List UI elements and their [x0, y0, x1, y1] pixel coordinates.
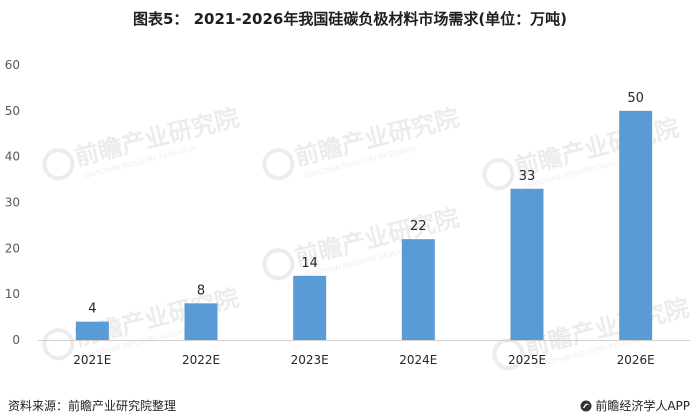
x-tick-label: 2023E: [291, 353, 329, 367]
y-tick-label: 30: [5, 196, 20, 210]
y-tick-label: 50: [5, 104, 20, 118]
data-label: 22: [410, 219, 427, 234]
bar: [619, 110, 653, 340]
data-label: 33: [519, 169, 536, 184]
bars-layer: 4 8 14 22 33 50: [75, 91, 653, 340]
brand-credit: 前瞻经济学人APP: [580, 397, 690, 414]
y-tick-label: 10: [5, 287, 20, 301]
x-tick-label: 2021E: [73, 353, 111, 367]
data-label: 4: [88, 302, 96, 317]
brand-text: 前瞻经济学人APP: [595, 399, 690, 413]
bar: [401, 239, 435, 340]
y-tick-label: 60: [5, 58, 20, 72]
y-tick-label: 40: [5, 150, 20, 164]
data-label: 8: [197, 283, 205, 298]
x-tick-label: 2022E: [182, 353, 220, 367]
bar: [184, 303, 218, 340]
x-tick-label: 2026E: [617, 353, 655, 367]
bar: [293, 275, 327, 340]
y-tick-label: 20: [5, 241, 20, 255]
source-note: 资料来源：前瞻产业研究院整理: [8, 399, 177, 413]
bar: [75, 321, 109, 340]
qianzhan-logo-icon: [580, 400, 592, 411]
x-axis: 2021E 2022E 2023E 2024E 2025E 2026E: [73, 353, 654, 367]
x-tick-label: 2024E: [399, 353, 437, 367]
data-label: 50: [627, 91, 644, 106]
chart-title: 图表5： 2021-2026年我国硅碳负极材料市场需求(单位：万吨): [132, 10, 568, 28]
y-axis: 0 10 20 30 40 50 60: [5, 58, 20, 347]
y-tick-label: 0: [12, 333, 20, 347]
bar: [510, 188, 544, 340]
data-label: 14: [301, 256, 318, 271]
x-tick-label: 2025E: [508, 353, 546, 367]
